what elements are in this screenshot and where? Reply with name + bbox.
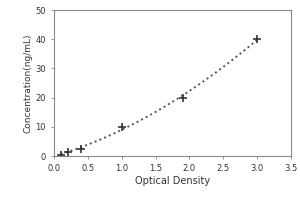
X-axis label: Optical Density: Optical Density bbox=[135, 176, 210, 186]
Y-axis label: Concentration(ng/mL): Concentration(ng/mL) bbox=[23, 33, 32, 133]
